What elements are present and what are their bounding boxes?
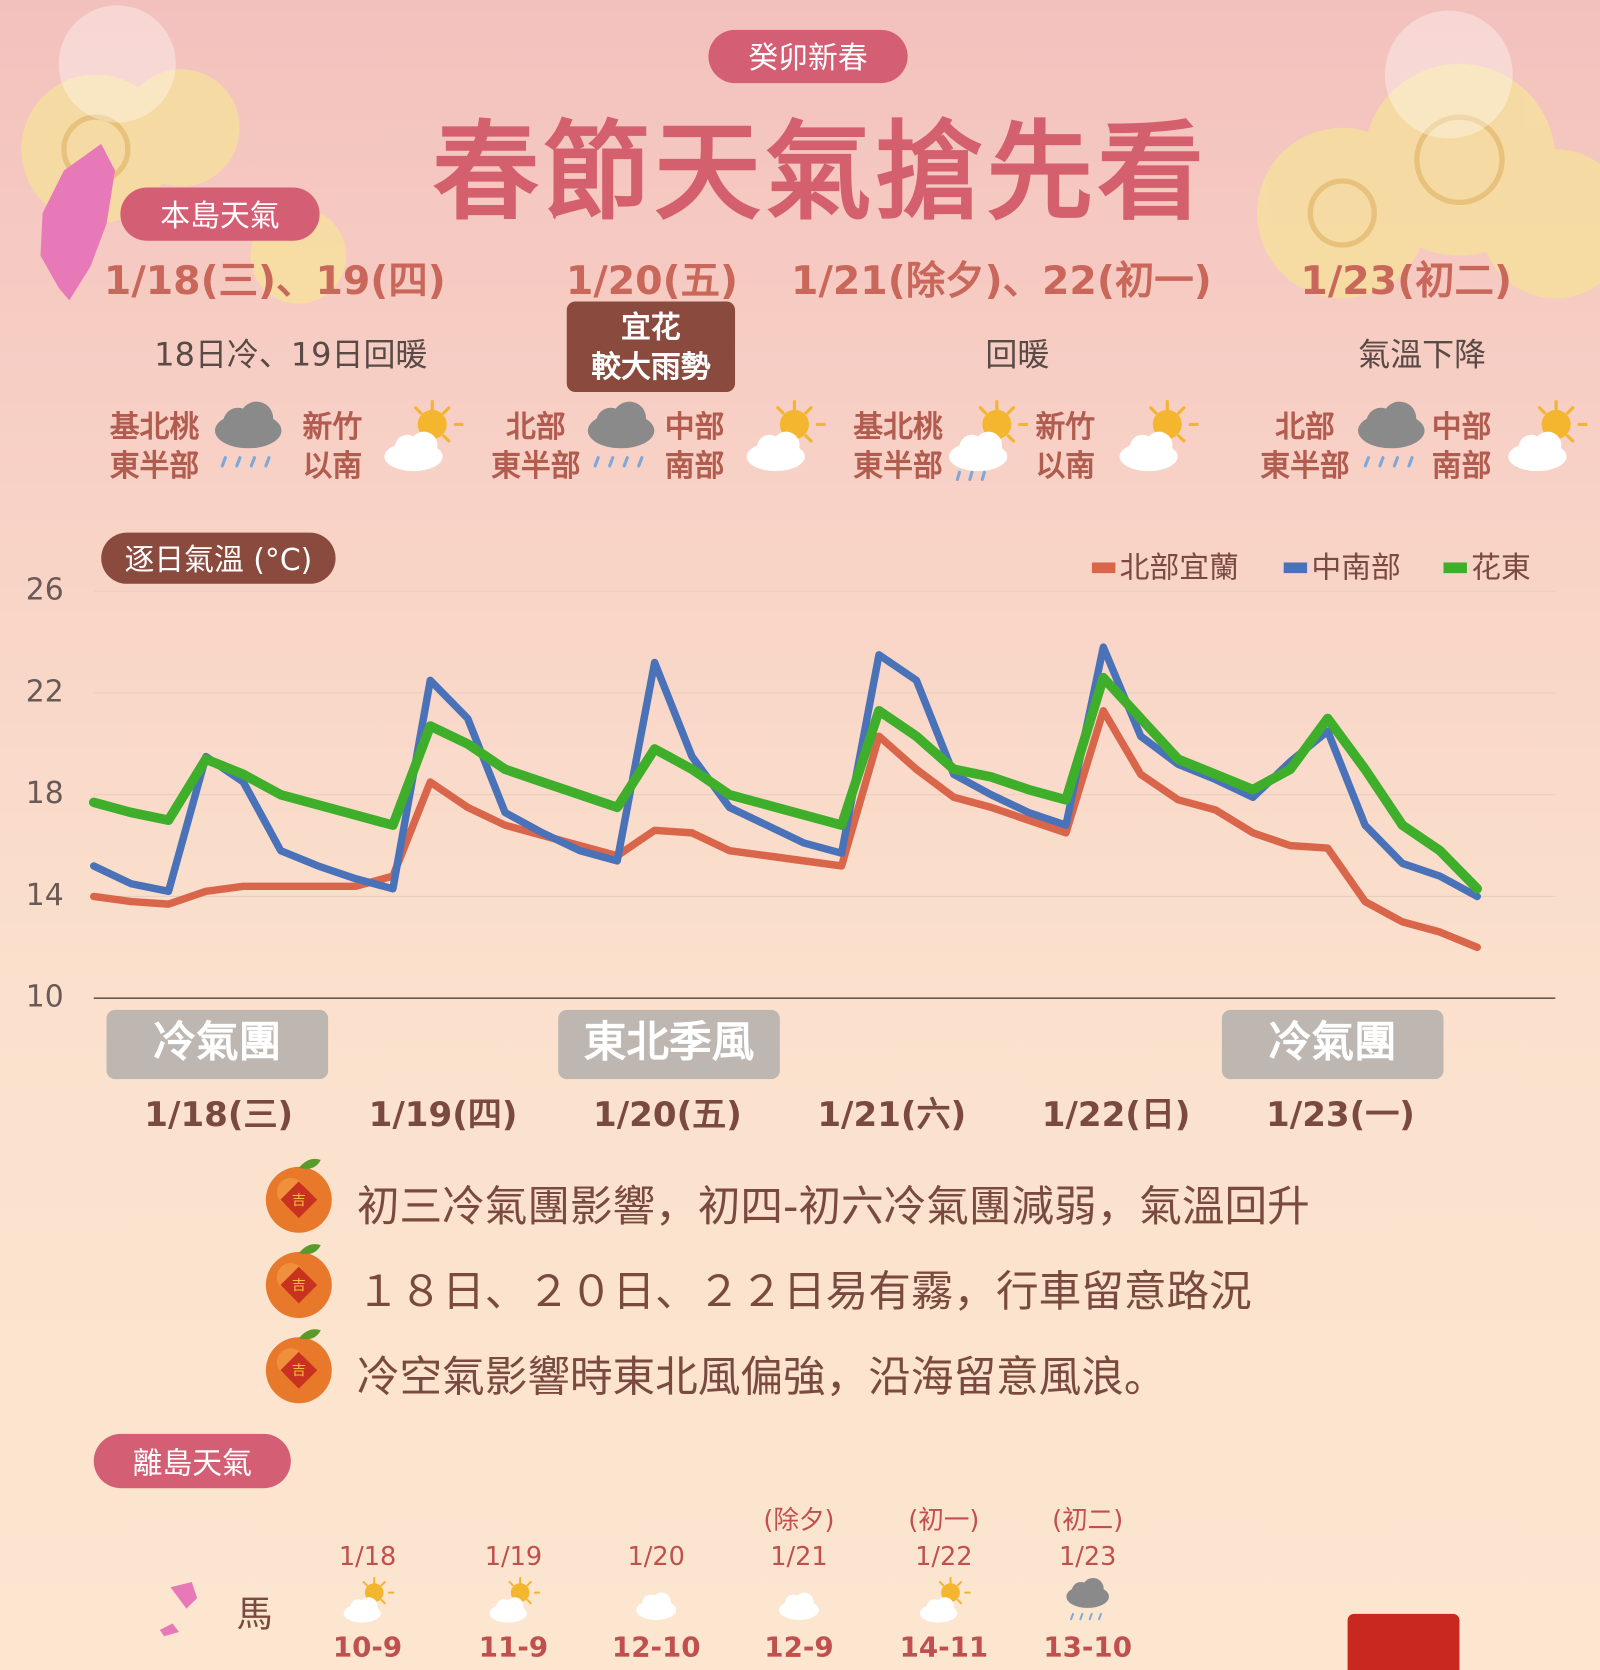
region-line: 北部: [1275, 409, 1335, 445]
header-badge: 癸卯新春: [708, 29, 908, 84]
weather-icon: [779, 1592, 819, 1620]
weather-icon: [488, 1576, 541, 1624]
day-temp: 10-9: [332, 1632, 403, 1664]
day-temp: 11-9: [478, 1632, 549, 1664]
day-temp: 14-11: [899, 1632, 989, 1664]
day-temp: 13-10: [1043, 1632, 1132, 1664]
annotation-box: [106, 1009, 329, 1080]
weather-icon: [265, 1244, 332, 1318]
region-line: 以南: [1035, 448, 1096, 484]
region-name: 新竹 以南: [303, 407, 363, 486]
region-line: 東半部: [491, 448, 581, 484]
chart: 10 14 18 22 26 1/18(三) 1/19(四) 1/20(五) 1/21(六) 1/…: [26, 550, 1556, 1135]
day-prefix: (初二): [1052, 1505, 1124, 1536]
region-line: 中部: [664, 409, 725, 445]
series-line: [90, 643, 1481, 901]
day-temp: 12-9: [764, 1632, 834, 1664]
x-tick-label: 1/19(四): [369, 1095, 518, 1135]
region-line: 中部: [1431, 409, 1492, 445]
day-date: 1/18: [338, 1541, 397, 1572]
chart-title: 逐日氣溫 (°C): [101, 532, 336, 584]
y-tick-label: 14: [26, 878, 64, 913]
legend-swatch: [1443, 562, 1467, 574]
region-name: 基北桃 東半部: [853, 407, 943, 486]
period-summary: 18日冷、19日回暖: [154, 336, 428, 374]
island-name: 馬: [236, 1593, 273, 1637]
period-date: 1/23(初二): [1300, 257, 1512, 304]
weather-icon: [1065, 1576, 1110, 1621]
y-tick-label: 26: [26, 573, 64, 608]
region-line: 基北桃: [109, 409, 200, 445]
region-name: 中部 南部: [1432, 407, 1492, 486]
legend-label: 花東: [1471, 550, 1531, 585]
tag-line: 宜花: [621, 310, 681, 346]
y-tick-label: 18: [26, 776, 64, 811]
legend-swatch: [1283, 562, 1308, 574]
day-prefix: (初一): [908, 1505, 980, 1536]
annotation-box: [1221, 1009, 1444, 1080]
region-line: 新竹: [302, 409, 363, 445]
region-line: 以南: [302, 448, 363, 484]
main-title: 春節天氣搶先看: [432, 109, 1209, 235]
region-name: 北部 東半部: [491, 407, 581, 486]
series-line: [90, 707, 1481, 952]
tag-line: 較大雨勢: [591, 349, 711, 385]
annotation: 東北季風: [584, 1018, 754, 1068]
region-line: 東半部: [109, 448, 200, 484]
legend-label: 北部宜蘭: [1120, 550, 1239, 585]
period-date: 1/21(除夕)、22(初一): [791, 257, 1212, 304]
note-text: 初三冷氣團影響，初四-初六冷氣團減弱，氣溫回升: [356, 1182, 1310, 1232]
y-tick-label: 10: [26, 980, 64, 1015]
x-tick-label: 1/23(一): [1266, 1095, 1415, 1135]
day-date: 1/22: [915, 1541, 973, 1572]
section-badge: 本島天氣: [120, 187, 320, 241]
section-badge: 離島天氣: [93, 1433, 291, 1489]
day-date: 1/20: [627, 1541, 685, 1572]
series-line: [88, 672, 1483, 894]
note-text: １８日、２０日、２２日易有霧，行車留意路況: [356, 1267, 1252, 1317]
x-tick-label: 1/20(五): [593, 1095, 742, 1135]
annotation: 冷氣團: [153, 1018, 281, 1068]
weather-icon: [636, 1592, 677, 1620]
period-date: 1/20(五): [565, 257, 739, 304]
region-line: 南部: [664, 448, 725, 484]
day-date: 1/23: [1058, 1541, 1117, 1572]
day-date: 1/21: [770, 1541, 828, 1572]
region-line: 東半部: [853, 448, 943, 484]
note-text: 冷空氣影響時東北風偏強，沿海留意風浪。: [356, 1352, 1167, 1402]
region-name: 基北桃 東半部: [110, 407, 200, 486]
x-tick-label: 1/21(六): [817, 1095, 966, 1135]
period-tag: 宜花 較大雨勢: [566, 301, 736, 393]
region-line: 基北桃: [853, 409, 943, 445]
period-summary: 回暖: [985, 336, 1050, 374]
y-tick-label: 22: [26, 674, 64, 709]
legend-swatch: [1091, 562, 1116, 574]
day-temp: 12-10: [611, 1632, 701, 1664]
day-date: 1/19: [484, 1541, 543, 1572]
region-line: 新竹: [1035, 409, 1096, 445]
x-tick-label: 1/18(三): [144, 1095, 293, 1135]
weather-icon: [342, 1576, 395, 1624]
region-line: 北部: [506, 409, 566, 445]
region-line: 南部: [1431, 448, 1492, 484]
weather-icon: [265, 1329, 332, 1404]
period-date: 1/18(三)、19(四): [103, 257, 446, 304]
weather-icon: [918, 1576, 971, 1624]
x-tick-label: 1/22(日): [1042, 1095, 1191, 1135]
legend-label: 中南部: [1311, 550, 1400, 585]
day-prefix: (除夕): [763, 1505, 835, 1536]
region-name: 新竹 以南: [1035, 407, 1095, 486]
region-name: 中部 南部: [665, 407, 725, 486]
period-summary: 氣溫下降: [1358, 336, 1487, 374]
region-line: 東半部: [1260, 448, 1350, 484]
region-name: 北部 東半部: [1260, 407, 1350, 486]
annotation-box: [558, 1009, 780, 1080]
annotation: 冷氣團: [1269, 1018, 1397, 1068]
